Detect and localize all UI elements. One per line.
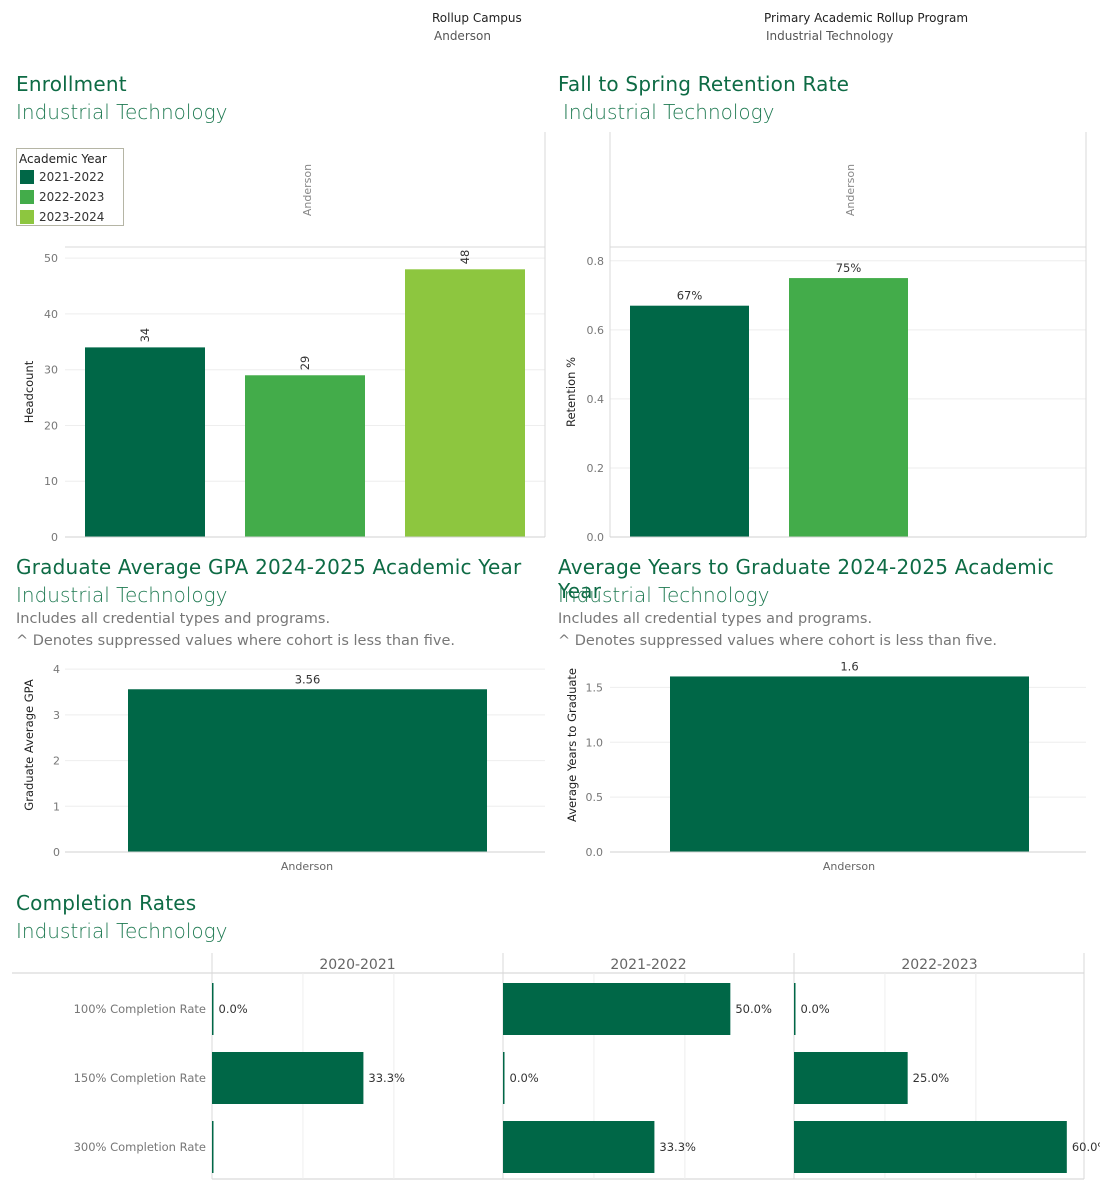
bar-value-label: 67% — [677, 289, 703, 303]
completion-value-label: 25.0% — [913, 1071, 950, 1085]
y-tick-label: 30 — [44, 364, 58, 377]
years-title: Average Years to Graduate 2024-2025 Acad… — [558, 555, 1054, 603]
column-header: 2021-2022 — [610, 957, 686, 973]
bar-value-label: 34 — [138, 328, 152, 343]
bar-2023-2024[interactable] — [405, 269, 525, 537]
completion-bar[interactable] — [503, 1121, 655, 1173]
program-filter-value[interactable]: Industrial Technology — [766, 29, 894, 43]
y-tick-label: 2 — [53, 755, 60, 768]
years-subtitle: Industrial Technology — [558, 583, 770, 607]
y-tick-label: 0 — [53, 846, 60, 859]
column-header: 2022-2023 — [901, 957, 977, 973]
legend-swatch — [20, 170, 34, 184]
completion-bar[interactable] — [212, 1052, 364, 1104]
completion-bar[interactable] — [794, 1121, 1067, 1173]
years-note-1: Includes all credential types and progra… — [558, 611, 873, 627]
completion-value-label: 33.3% — [368, 1071, 405, 1085]
bar-2021-2022[interactable] — [85, 347, 205, 537]
y-tick-label: 0.6 — [587, 324, 605, 337]
years-chart: Average Years to Graduate 0.0 0.5 1.0 1.5 1… — [565, 660, 1086, 873]
y-tick-label: 4 — [53, 663, 60, 676]
years-y-axis-title: Average Years to Graduate — [565, 668, 579, 822]
completion-value-label: 0.0% — [801, 1002, 830, 1016]
retention-chart: Anderson Retention % 0.0 0.2 0.4 0.6 0.8 67%… — [564, 132, 1087, 544]
completion-value-label: 0.0% — [510, 1071, 539, 1085]
campus-filter-label: Rollup Campus — [432, 11, 522, 25]
y-tick-label: 20 — [44, 419, 58, 432]
y-tick-label: 3 — [53, 709, 60, 722]
row-label: 150% Completion Rate — [74, 1071, 206, 1085]
completion-bar[interactable] — [503, 983, 731, 1035]
completion-value-label: 33.3% — [659, 1140, 696, 1154]
legend-label: 2023-2024 — [39, 210, 105, 224]
bar-value-label: 48 — [458, 250, 472, 265]
completion-subtitle: Industrial Technology — [16, 919, 228, 943]
enrollment-legend: Academic Year 2021-2022 2022-2023 2023-2… — [16, 148, 124, 226]
enrollment-subtitle: Industrial Technology — [16, 100, 228, 124]
legend-item-2022-2023[interactable]: 2022-2023 — [20, 190, 104, 204]
gpa-y-axis-title: Graduate Average GPA — [22, 679, 36, 811]
y-tick-label: 0.5 — [586, 791, 604, 804]
y-tick-label: 0 — [51, 531, 58, 544]
bar-value-label: 3.56 — [295, 672, 321, 686]
y-tick-label: 0.0 — [586, 846, 604, 859]
enrollment-chart: Anderson Headcount 0 10 20 30 40 50 34 29 48 — [22, 132, 546, 544]
years-x-label: Anderson — [823, 860, 875, 873]
legend-item-2021-2022[interactable]: 2021-2022 — [20, 170, 104, 184]
completion-title: Completion Rates — [16, 891, 197, 915]
bar-value-label: 75% — [836, 261, 862, 275]
campus-filter-value[interactable]: Anderson — [434, 29, 491, 43]
bar-2021-2022[interactable] — [630, 305, 749, 537]
retention-subtitle: Industrial Technology — [563, 100, 775, 124]
y-tick-label: 0.4 — [587, 393, 605, 406]
completion-chart: 2020-2021 2021-2022 2022-2023 100% Complet… — [12, 953, 1100, 1180]
gpa-chart: Graduate Average GPA 0 1 2 3 4 3.56 Anderson — [22, 663, 545, 873]
y-tick-label: 10 — [44, 475, 58, 488]
y-tick-label: 1.0 — [586, 736, 604, 749]
completion-value-label: 50.0% — [735, 1002, 772, 1016]
legend-title: Academic Year — [19, 152, 107, 166]
completion-bar[interactable] — [212, 1121, 214, 1173]
legend-swatch — [20, 190, 34, 204]
completion-bar[interactable] — [212, 983, 214, 1035]
y-tick-label: 40 — [44, 308, 58, 321]
gpa-x-label: Anderson — [281, 860, 333, 873]
bar-2022-2023[interactable] — [245, 375, 365, 537]
y-tick-label: 1.5 — [586, 681, 604, 694]
legend-label: 2021-2022 — [39, 170, 105, 184]
completion-value-label: 0.0% — [219, 1002, 248, 1016]
enrollment-panel-label: Anderson — [301, 164, 314, 216]
y-tick-label: 50 — [44, 252, 58, 265]
program-filter-label: Primary Academic Rollup Program — [764, 11, 969, 25]
y-tick-label: 1 — [53, 800, 60, 813]
bar-value-label: 29 — [298, 356, 312, 371]
completion-value-label: 60.0% — [1072, 1140, 1100, 1154]
retention-title: Fall to Spring Retention Rate — [558, 72, 850, 96]
y-tick-label: 0.8 — [587, 255, 605, 268]
retention-y-axis-title: Retention % — [564, 357, 578, 427]
gpa-subtitle: Industrial Technology — [16, 583, 228, 607]
gpa-title: Graduate Average GPA 2024-2025 Academic … — [16, 555, 522, 579]
column-header: 2020-2021 — [319, 957, 395, 973]
enrollment-title: Enrollment — [16, 72, 127, 96]
bar-Anderson[interactable] — [128, 689, 487, 852]
row-label: 100% Completion Rate — [74, 1002, 206, 1016]
completion-bar[interactable] — [503, 1052, 505, 1104]
legend-swatch — [20, 210, 34, 224]
legend-item-2023-2024[interactable]: 2023-2024 — [20, 210, 104, 224]
retention-panel-label: Anderson — [844, 164, 857, 216]
gpa-note-2: ^ Denotes suppressed values where cohort… — [16, 633, 455, 649]
row-label: 300% Completion Rate — [74, 1140, 206, 1154]
enrollment-y-axis-title: Headcount — [22, 360, 36, 423]
completion-bar[interactable] — [794, 983, 796, 1035]
legend-label: 2022-2023 — [39, 190, 105, 204]
bar-2022-2023[interactable] — [789, 278, 908, 537]
years-note-2: ^ Denotes suppressed values where cohort… — [558, 633, 997, 649]
bar-value-label: 1.6 — [840, 660, 858, 673]
y-tick-label: 0.2 — [587, 462, 605, 475]
gpa-note-1: Includes all credential types and progra… — [16, 611, 331, 627]
completion-bar[interactable] — [794, 1052, 908, 1104]
bar-Anderson[interactable] — [670, 676, 1029, 852]
y-tick-label: 0.0 — [587, 531, 605, 544]
